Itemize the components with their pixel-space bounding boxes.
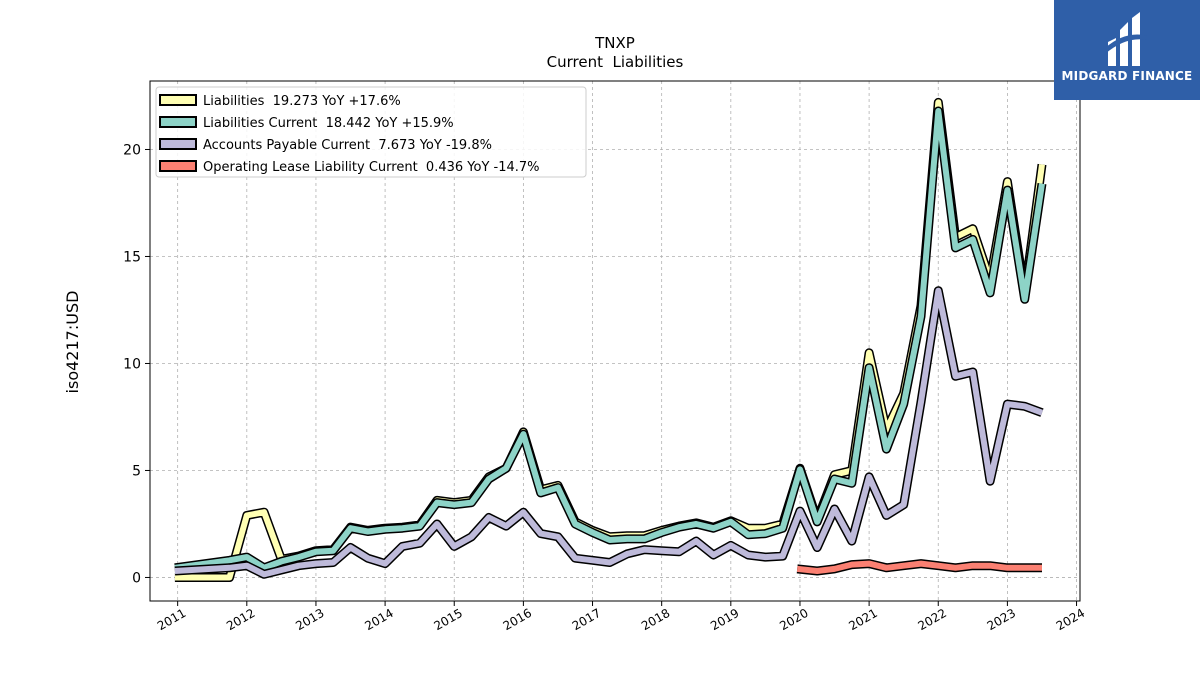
series-3 [174,286,1044,579]
x-tick-label: 2021 [846,606,879,633]
x-tick-label: 2016 [501,606,534,633]
x-tick-label: 2020 [777,606,810,633]
legend-box [155,86,587,178]
chart-subtitle: Current Liabilities [547,53,684,71]
x-tick-label: 2019 [708,606,741,633]
y-tick-label: 5 [132,463,141,479]
plot-series [174,97,1047,582]
legend-label: Liabilities 19.273 YoY +17.6% [203,94,401,109]
series-line [174,108,1045,571]
x-tick-label: 2017 [570,606,603,633]
legend-label: Operating Lease Liability Current 0.436 … [203,160,540,175]
legend: Liabilities 19.273 YoY +17.6% Liabilities… [155,86,587,178]
legend-label: Liabilities Current 18.442 YoY +15.9% [203,116,454,131]
legend-items: Liabilities 19.273 YoY +17.6% Liabilities… [159,94,540,175]
x-tick-label: 2015 [432,606,465,633]
plot-frame [149,80,1081,602]
midgard-logo-icon [1105,12,1148,66]
chart-title: TNXP [594,34,635,52]
series-line-outline [174,106,1047,573]
x-tick-label: 2014 [362,606,395,633]
brand-name: MIDGARD FINANCE [1061,69,1193,83]
y-tick-label: 0 [132,570,141,586]
y-tick-label: 20 [123,142,141,158]
x-tick-label: 2023 [985,606,1018,633]
legend-swatch [159,160,197,172]
x-tick-label: 2012 [224,606,257,633]
series-line [174,287,1044,578]
series-4 [796,559,1042,576]
x-tick-label: 2018 [639,606,672,633]
legend-swatch [159,94,197,106]
y-tick-label: 15 [123,249,141,265]
y-tick-label: 10 [123,356,141,372]
series-line [796,560,1042,574]
x-tick-label: 2011 [155,606,188,633]
x-tick-label: 2013 [293,606,326,633]
series-2 [174,106,1047,573]
legend-swatch [159,138,197,150]
y-axis-label: iso4217:USD [63,291,82,394]
x-tick-label: 2022 [916,606,949,633]
x-tick-label: 2024 [1054,606,1087,633]
legend-label: Accounts Payable Current 7.673 YoY -19.8… [203,138,492,153]
legend-swatch [159,116,197,128]
brand-logo: MIDGARD FINANCE [1054,0,1200,100]
